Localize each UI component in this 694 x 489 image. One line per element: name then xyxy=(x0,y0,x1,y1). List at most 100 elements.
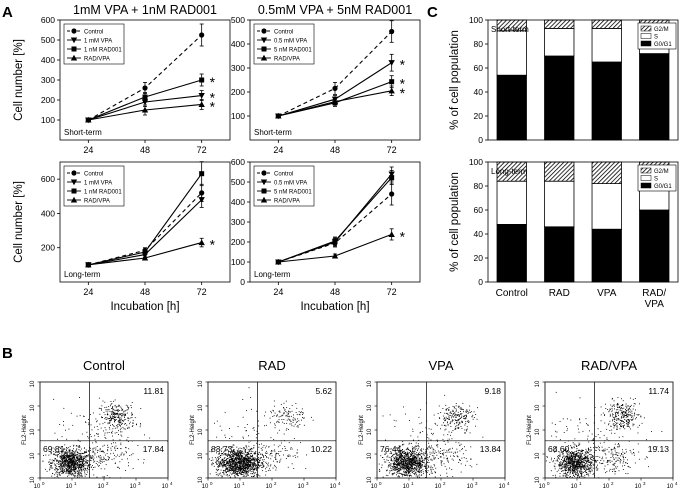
legend-label: 5 nM RAD001 xyxy=(274,190,312,196)
legend-label: G2/M xyxy=(654,169,669,175)
legend-label: G0/G1 xyxy=(654,42,672,48)
y-tick-label: 20 xyxy=(474,111,484,121)
legend: Control 0.5 mM VPA 5 nM RAD001 RAD/VPA xyxy=(253,23,315,65)
y-tick-label: 100 xyxy=(231,111,245,121)
quadrant-lower-right-value: 13.84 xyxy=(480,444,502,454)
legend-label: 1 nM RAD001 xyxy=(84,190,122,196)
chart-title: 0.5mM VPA + 5nM RAD001 xyxy=(258,3,412,17)
legend: Control 1 mM VPA 1 nM RAD001 RAD/VPA xyxy=(63,23,125,65)
legend-swatch xyxy=(640,40,652,47)
legend-marker xyxy=(261,170,267,176)
y-tick-label: 10 xyxy=(535,380,541,387)
y-tick-label: 400 xyxy=(41,208,55,218)
y-axis-label: Cell number [%] xyxy=(13,39,25,121)
x-tick-exponent: 0 xyxy=(379,481,382,486)
y-tick-label: 0 xyxy=(478,277,483,287)
y-tick-label: 100 xyxy=(469,157,483,167)
x-tick-label: 10 xyxy=(435,484,442,489)
y-axis-label: FL2-Height xyxy=(527,415,533,445)
data-point xyxy=(332,238,338,244)
y-tick-label: 10 xyxy=(198,476,204,483)
line-chart-a1: 1mM VPA + 1nM RAD001 Cell number [%] 100 20… xyxy=(13,3,231,155)
legend-marker xyxy=(70,179,78,186)
x-tick-label: 10 xyxy=(98,484,105,489)
legend-marker xyxy=(260,54,268,61)
y-tick-label: 100 xyxy=(469,15,483,25)
x-tick-label: 72 xyxy=(197,145,207,155)
y-tick-label: 10 xyxy=(30,380,36,387)
legend-label: S xyxy=(654,177,658,183)
x-axis-label: Incubation [h] xyxy=(110,301,179,313)
plot-frame xyxy=(487,161,679,283)
quadrant-lower-left-value: 83.73 xyxy=(211,444,233,454)
y-tick-label: 10 xyxy=(30,428,36,435)
legend-marker xyxy=(260,196,268,203)
x-tick-label: 24 xyxy=(83,145,93,155)
y-axis-label: % of cell population xyxy=(449,172,461,272)
y-tick-label: 10 xyxy=(367,476,373,483)
y-tick-label: 200 xyxy=(231,87,245,97)
x-tick-label: 10 xyxy=(603,484,610,489)
data-point xyxy=(198,197,205,203)
legend: Control 0.5 mM VPA 5 nM RAD001 RAD/VPA xyxy=(253,165,315,207)
bar-chart-c2: 0 20 40 60 80 100 % of cell population Long-ter… xyxy=(449,157,679,310)
data-point xyxy=(199,171,205,177)
bar-segment-s xyxy=(544,27,575,57)
y-axis-label: FL2-Height xyxy=(359,415,365,445)
x-tick-label: 48 xyxy=(330,145,340,155)
line-chart-a4: Incubation [h] 0 100 200 300 400 500 600 24 48 72 L… xyxy=(231,157,421,313)
y-tick-label: 10 xyxy=(367,380,373,387)
bar-segment-g0-g1 xyxy=(591,61,622,141)
data-point xyxy=(389,28,395,35)
data-point xyxy=(331,252,339,259)
event-dots xyxy=(209,387,314,479)
bar-segment-g0-g1 xyxy=(496,223,527,283)
x-category-label: VPA xyxy=(597,288,617,299)
line-chart-a2: 0.5mM VPA + 5nM RAD001 100 200 300 400 500 24 4… xyxy=(231,3,421,155)
plot-frame xyxy=(544,381,674,479)
legend-label: Control xyxy=(84,172,103,178)
x-tick-label: 10 xyxy=(467,484,474,489)
y-tick-label: 80 xyxy=(474,181,484,191)
data-point xyxy=(142,249,148,255)
data-point xyxy=(199,77,205,83)
bar-segment-g0-g1 xyxy=(591,228,622,283)
flow-plot-b4: RAD/VPA1001010110102101031010410FL1-Heig… xyxy=(527,358,678,489)
panel-annotation: Long-term xyxy=(64,270,101,279)
significance-star: * xyxy=(400,57,406,73)
x-tick-exponent: 3 xyxy=(306,481,309,486)
y-tick-label: 10 xyxy=(198,452,204,459)
y-tick-label: 400 xyxy=(231,197,245,207)
legend-marker xyxy=(71,170,77,176)
legend: G2/M SG0/G1 xyxy=(637,22,677,50)
bar-chart-c1: 0 20 40 60 80 100 % of cell population Short-te… xyxy=(449,15,679,145)
x-tick-label: 10 xyxy=(266,484,273,489)
quadrant-upper-right-value: 5.62 xyxy=(315,386,332,396)
quadrant-lower-right-value: 10.22 xyxy=(311,444,333,454)
legend: Control 1 mM VPA 1 nM RAD001 RAD/VPA xyxy=(63,165,125,207)
legend-label: 5 nM RAD001 xyxy=(274,48,312,54)
x-category-label: RAD xyxy=(549,288,570,299)
legend-label: G0/G1 xyxy=(654,184,672,190)
x-tick-exponent: 4 xyxy=(338,481,341,486)
x-tick-label: 48 xyxy=(140,145,150,155)
data-point xyxy=(198,239,205,246)
x-tick-exponent: 1 xyxy=(411,481,414,486)
x-axis-label: Incubation [h] xyxy=(300,301,369,313)
x-tick-label: 10 xyxy=(499,484,506,489)
x-tick-label: 10 xyxy=(330,484,337,489)
bar-segment-g2-m xyxy=(544,19,575,29)
y-tick-label: 10 xyxy=(535,428,541,435)
data-point xyxy=(332,85,338,91)
y-tick-label: 400 xyxy=(231,39,245,49)
series-1-mm-vpa: * xyxy=(85,90,216,124)
data-point xyxy=(388,87,395,94)
significance-star: * xyxy=(400,85,406,101)
y-tick-label: 20 xyxy=(474,253,484,263)
data-point xyxy=(275,258,282,265)
bar-segment-g2-m xyxy=(544,161,575,182)
flow-plot-title: Control xyxy=(83,358,125,373)
x-tick-exponent: 0 xyxy=(210,481,213,486)
data-point xyxy=(331,98,339,105)
